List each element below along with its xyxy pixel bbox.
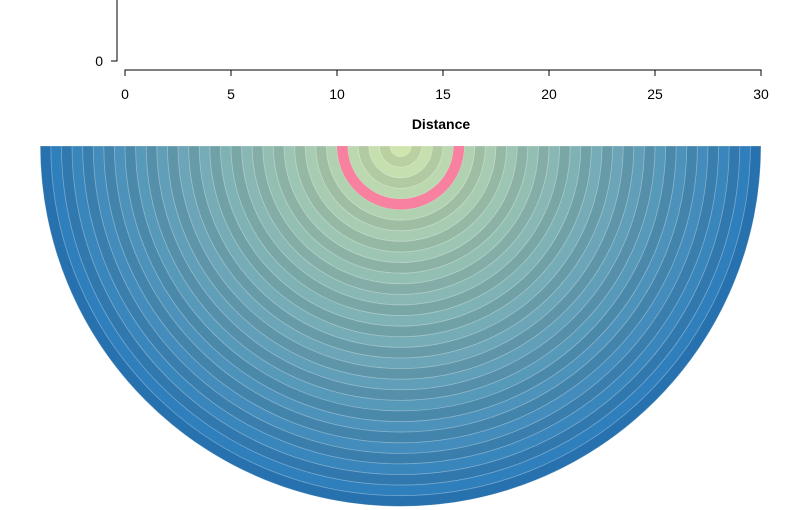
x-tick-label: 0: [121, 86, 129, 102]
x-axis-title: Distance: [412, 116, 471, 132]
ring-layer: [39, 145, 762, 507]
x-tick-label: 20: [541, 86, 557, 102]
y-axis-line: [111, 0, 118, 62]
ring: [389, 145, 412, 157]
highlight-ring: [337, 146, 465, 210]
x-tick-label: 30: [753, 86, 769, 102]
y-tick-label: 0: [95, 53, 103, 69]
x-tick-label: 5: [227, 86, 235, 102]
x-tick-label: 25: [647, 86, 663, 102]
axes-layer: 0 0 5 10 15 20 25 30 Distance: [95, 0, 769, 132]
x-tick-label: 10: [329, 86, 345, 102]
x-tick-label: 15: [435, 86, 451, 102]
